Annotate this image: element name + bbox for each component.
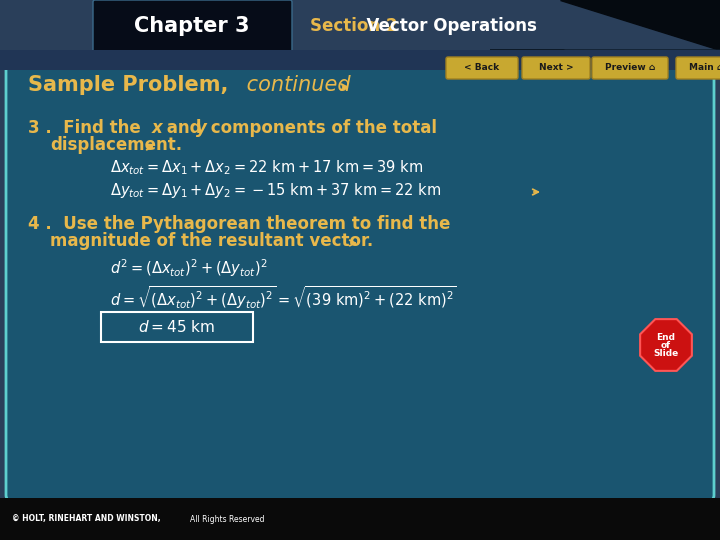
Text: © HOLT, RINEHART AND WINSTON,: © HOLT, RINEHART AND WINSTON,	[12, 515, 161, 523]
Text: Main ⌂: Main ⌂	[689, 64, 720, 72]
Text: Slide: Slide	[653, 349, 679, 359]
Text: $\Delta x_{tot} = \Delta x_1 + \Delta x_2 = 22\ \mathrm{km} + 17\ \mathrm{km} = : $\Delta x_{tot} = \Delta x_1 + \Delta x_…	[110, 159, 423, 177]
FancyBboxPatch shape	[101, 312, 253, 342]
Polygon shape	[560, 0, 720, 50]
Text: Next >: Next >	[539, 64, 573, 72]
Text: 3 .  Find the: 3 . Find the	[28, 119, 146, 137]
Text: $d^2 = (\Delta x_{tot})^2 + (\Delta y_{tot})^2$: $d^2 = (\Delta x_{tot})^2 + (\Delta y_{t…	[110, 257, 268, 279]
Text: Vector Operations: Vector Operations	[355, 17, 537, 35]
Text: $d = 45\ \mathrm{km}$: $d = 45\ \mathrm{km}$	[138, 319, 215, 335]
Text: End: End	[657, 334, 675, 342]
FancyBboxPatch shape	[6, 54, 714, 501]
Text: displacement.: displacement.	[50, 136, 182, 154]
Text: continued: continued	[240, 75, 351, 95]
Polygon shape	[490, 50, 720, 70]
Text: of: of	[661, 341, 671, 350]
Text: y: y	[196, 119, 207, 137]
FancyBboxPatch shape	[446, 57, 518, 79]
Text: All Rights Reserved: All Rights Reserved	[190, 515, 264, 523]
Text: and: and	[161, 119, 207, 137]
Bar	[0, 50, 720, 70]
FancyBboxPatch shape	[93, 0, 292, 54]
FancyBboxPatch shape	[592, 57, 668, 79]
Bar	[0, 0, 720, 50]
Bar	[0, 498, 720, 540]
Text: Preview ⌂: Preview ⌂	[605, 64, 655, 72]
FancyBboxPatch shape	[676, 57, 720, 79]
Text: $\Delta y_{tot} = \Delta y_1 + \Delta y_2 = -15\ \mathrm{km} + 37\ \mathrm{km} =: $\Delta y_{tot} = \Delta y_1 + \Delta y_…	[110, 180, 441, 199]
Text: components of the total: components of the total	[205, 119, 437, 137]
Text: Section 2: Section 2	[310, 17, 397, 35]
Text: Chapter 3: Chapter 3	[134, 16, 250, 36]
Text: Sample Problem,: Sample Problem,	[28, 75, 228, 95]
Text: magnitude of the resultant vector.: magnitude of the resultant vector.	[50, 232, 373, 250]
Text: < Back: < Back	[464, 64, 500, 72]
Text: $d = \sqrt{(\Delta x_{tot})^2 + (\Delta y_{tot})^2} = \sqrt{(39\ \mathrm{km})^2 : $d = \sqrt{(\Delta x_{tot})^2 + (\Delta …	[110, 285, 457, 311]
Text: x: x	[152, 119, 163, 137]
Text: 4 .  Use the Pythagorean theorem to find the: 4 . Use the Pythagorean theorem to find …	[28, 215, 451, 233]
FancyBboxPatch shape	[522, 57, 590, 79]
